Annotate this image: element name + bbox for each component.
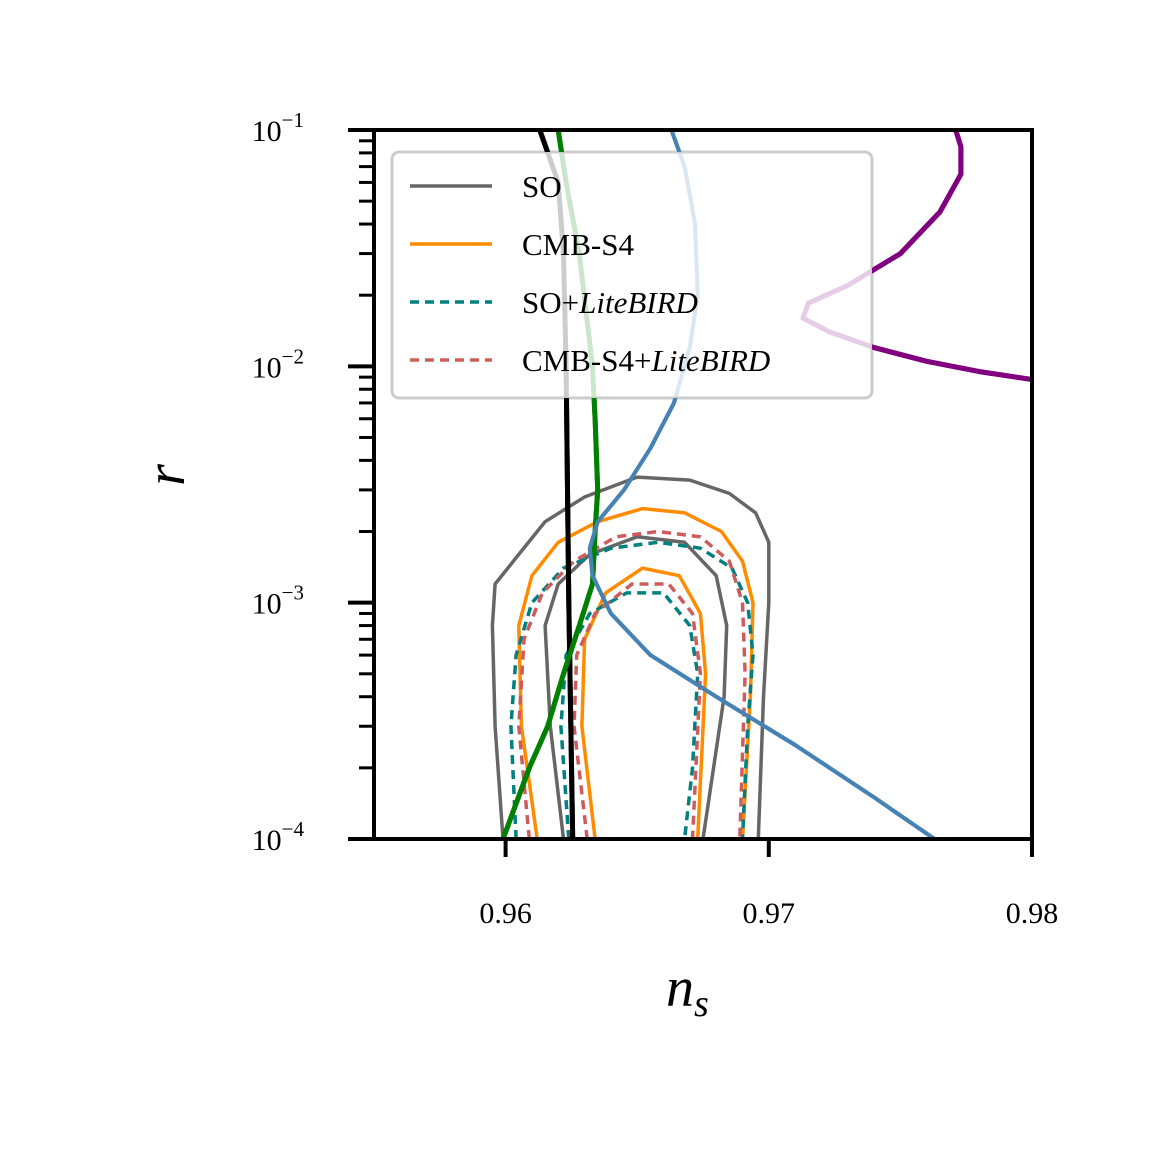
contours-group [490,475,771,839]
x-axis-label: ns [666,957,709,1025]
y-tick-label-3: 10−1 [252,108,304,148]
legend-label-text: SO+ [522,285,579,320]
legend-label-cmb-s4-litebird: CMB-S4+LiteBIRD [522,343,770,378]
contour-cmb-s4-68 [580,566,708,839]
contour-so-litebird-95 [509,540,755,839]
x-tick-label-0: 0.96 [479,897,532,930]
legend-label-italic: LiteBIRD [650,343,770,378]
legend-label-text: SO [522,169,562,204]
legend-label-text: CMB-S4+ [522,343,651,378]
contour-so-68 [543,535,729,839]
y-tick-label-0: 10−4 [252,817,305,857]
x-tick-label-2: 0.98 [1006,897,1059,930]
legend-label-so: SO [522,169,562,204]
y-tick-label-2: 10−2 [252,344,304,384]
legend-label-cmb-s4: CMB-S4 [522,227,634,262]
x-axis-label-main: n [666,957,694,1019]
contour-cmb-s4-litebird-95 [517,529,747,839]
legend-label-italic: LiteBIRD [578,285,698,320]
legend-label-so-litebird: SO+LiteBIRD [522,285,698,320]
contour-cmb-s4-litebird-68 [572,582,703,839]
x-axis-label-sub: s [694,983,709,1025]
contour-so-95 [490,475,771,839]
axes-group: 0.96 0.97 0.98 10−4 10−3 10−2 10−1 [252,108,1059,930]
y-tick-label-1: 10−3 [252,581,304,621]
contour-cmb-s4-95 [517,506,755,839]
contour-so-litebird-68 [559,591,700,839]
y-axis-label: r [135,464,197,486]
legend-box [390,150,874,400]
legend-label-text: CMB-S4 [522,227,634,262]
x-tick-label-1: 0.97 [743,897,796,930]
plot-frame [372,128,1034,841]
